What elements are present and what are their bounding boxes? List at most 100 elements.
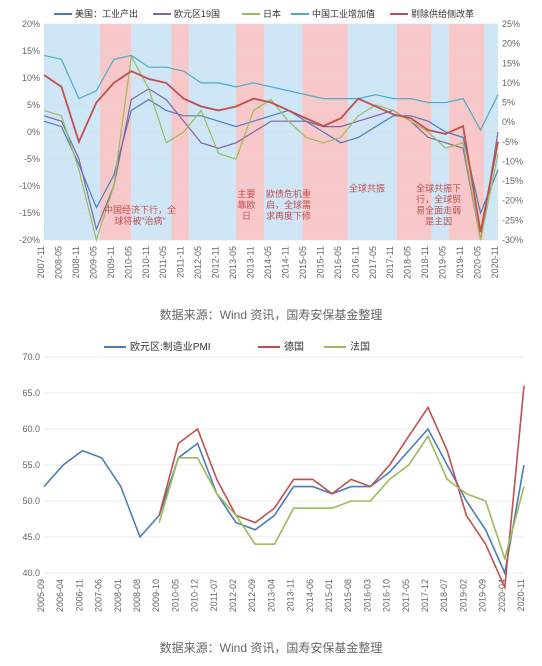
svg-text:易全面走弱: 易全面走弱: [416, 204, 461, 215]
svg-text:2010-12: 2010-12: [190, 579, 200, 612]
svg-text:是主因: 是主因: [425, 215, 452, 226]
svg-text:欧元区19国: 欧元区19国: [174, 8, 220, 19]
svg-text:0%: 0%: [27, 127, 40, 137]
svg-text:2015-01: 2015-01: [324, 579, 334, 612]
svg-text:65.0: 65.0: [22, 388, 40, 398]
svg-text:2015-08: 2015-08: [343, 579, 353, 612]
svg-text:2016-11: 2016-11: [350, 246, 360, 278]
svg-text:2015-11: 2015-11: [315, 246, 325, 278]
svg-text:启，全球需: 启，全球需: [266, 199, 311, 210]
svg-text:2009-10: 2009-10: [151, 579, 161, 612]
svg-text:日本: 日本: [263, 8, 281, 19]
svg-text:20%: 20%: [22, 19, 40, 29]
chart-2: 40.0 45.0 50.0 55.0 60.0 65.0 70.0 2005-09 2006-…: [0, 333, 542, 666]
svg-text:15%: 15%: [22, 46, 40, 56]
svg-text:全球共振: 全球共振: [349, 182, 385, 193]
svg-text:行，全球贸: 行，全球贸: [416, 193, 461, 204]
svg-text:2012-09: 2012-09: [247, 579, 257, 612]
svg-text:2016-03: 2016-03: [362, 579, 372, 612]
svg-text:-20%: -20%: [502, 196, 523, 206]
svg-text:美国：工业产出: 美国：工业产出: [75, 8, 138, 19]
chart-1: -20% -15% -10% -5% 0% 5% 10% 15% 20% -30% -25% -20%…: [0, 0, 542, 333]
svg-text:50.0: 50.0: [22, 496, 40, 506]
svg-text:5%: 5%: [27, 100, 40, 110]
svg-text:2015-05: 2015-05: [298, 246, 308, 279]
svg-text:-5%: -5%: [502, 137, 518, 147]
svg-text:2005-09: 2005-09: [36, 579, 46, 612]
svg-text:2013-05: 2013-05: [228, 246, 238, 279]
svg-text:2017-12: 2017-12: [420, 579, 430, 612]
svg-text:2011-05: 2011-05: [158, 246, 168, 278]
svg-text:2010-11: 2010-11: [141, 246, 151, 278]
svg-text:靠欧: 靠欧: [238, 199, 256, 210]
svg-text:2017-11: 2017-11: [385, 246, 395, 278]
svg-text:2016-10: 2016-10: [382, 579, 392, 612]
svg-text:40.0: 40.0: [22, 568, 40, 578]
svg-text:2012-02: 2012-02: [228, 579, 238, 612]
svg-text:-30%: -30%: [502, 235, 523, 245]
svg-text:10%: 10%: [502, 78, 520, 88]
svg-text:2008-05: 2008-05: [53, 246, 63, 279]
svg-text:2019-09: 2019-09: [478, 579, 488, 612]
svg-text:2019-02: 2019-02: [458, 579, 468, 612]
svg-text:20%: 20%: [502, 39, 520, 49]
svg-text:-15%: -15%: [502, 176, 523, 186]
svg-text:2007-11: 2007-11: [36, 246, 46, 278]
svg-text:-10%: -10%: [19, 181, 40, 191]
svg-text:2013-04: 2013-04: [266, 579, 276, 612]
svg-text:5%: 5%: [502, 98, 515, 108]
svg-text:2010-05: 2010-05: [170, 579, 180, 612]
svg-text:中国经济下行，全: 中国经济下行，全: [104, 204, 176, 215]
svg-text:2012-11: 2012-11: [211, 246, 221, 278]
svg-text:2018-05: 2018-05: [403, 246, 413, 279]
svg-text:德国: 德国: [284, 340, 304, 353]
svg-text:2007-06: 2007-06: [94, 579, 104, 612]
svg-text:求再度下修: 求再度下修: [266, 210, 311, 221]
svg-text:2014-11: 2014-11: [280, 246, 290, 278]
svg-text:-15%: -15%: [19, 208, 40, 218]
svg-text:2008-11: 2008-11: [71, 246, 81, 278]
svg-text:日: 日: [242, 211, 251, 221]
svg-text:2018-07: 2018-07: [439, 579, 449, 612]
chart-1-caption: 数据来源：Wind 资讯，国寿安保基金整理: [0, 300, 542, 333]
svg-text:2018-11: 2018-11: [420, 246, 430, 278]
chart-2-caption: 数据来源：Wind 资讯，国寿安保基金整理: [0, 633, 542, 666]
svg-text:2014-06: 2014-06: [305, 579, 315, 612]
svg-text:2010-05: 2010-05: [123, 246, 133, 279]
svg-text:2017-05: 2017-05: [368, 246, 378, 279]
svg-text:球将被"治病": 球将被"治病": [114, 215, 165, 226]
svg-text:剔除供给侧改革: 剔除供给侧改革: [411, 8, 474, 19]
svg-text:10%: 10%: [22, 73, 40, 83]
svg-text:-25%: -25%: [502, 215, 523, 225]
svg-text:2006-11: 2006-11: [74, 579, 84, 611]
svg-text:25%: 25%: [502, 19, 520, 29]
svg-text:全球共振下: 全球共振下: [416, 182, 461, 193]
svg-text:法国: 法国: [350, 340, 370, 353]
svg-text:2009-05: 2009-05: [88, 246, 98, 279]
svg-text:中国工业增加值: 中国工业增加值: [312, 8, 375, 19]
svg-text:0%: 0%: [502, 117, 515, 127]
svg-text:主要: 主要: [238, 188, 256, 199]
svg-text:2011-11: 2011-11: [176, 246, 186, 278]
svg-text:欧债危机重: 欧债危机重: [266, 188, 311, 199]
svg-text:60.0: 60.0: [22, 424, 40, 434]
svg-text:55.0: 55.0: [22, 460, 40, 470]
svg-text:2019-05: 2019-05: [438, 246, 448, 279]
svg-text:欧元区:制造业PMI: 欧元区:制造业PMI: [130, 340, 211, 353]
svg-text:2008-08: 2008-08: [132, 579, 142, 612]
svg-text:2008-01: 2008-01: [113, 579, 123, 612]
svg-text:2019-11: 2019-11: [455, 246, 465, 278]
svg-text:2020-11: 2020-11: [516, 579, 526, 611]
svg-text:2006-04: 2006-04: [55, 579, 65, 612]
svg-text:2020-05: 2020-05: [473, 246, 483, 279]
svg-text:45.0: 45.0: [22, 532, 40, 542]
svg-text:70.0: 70.0: [22, 352, 40, 362]
svg-text:2013-11: 2013-11: [286, 579, 296, 611]
svg-text:-20%: -20%: [19, 235, 40, 245]
svg-text:2016-05: 2016-05: [333, 246, 343, 279]
svg-text:2020-11: 2020-11: [490, 246, 500, 278]
svg-text:2014-05: 2014-05: [263, 246, 273, 279]
svg-text:2011-07: 2011-07: [209, 579, 219, 611]
svg-text:-10%: -10%: [502, 156, 523, 166]
svg-text:2017-05: 2017-05: [401, 579, 411, 612]
